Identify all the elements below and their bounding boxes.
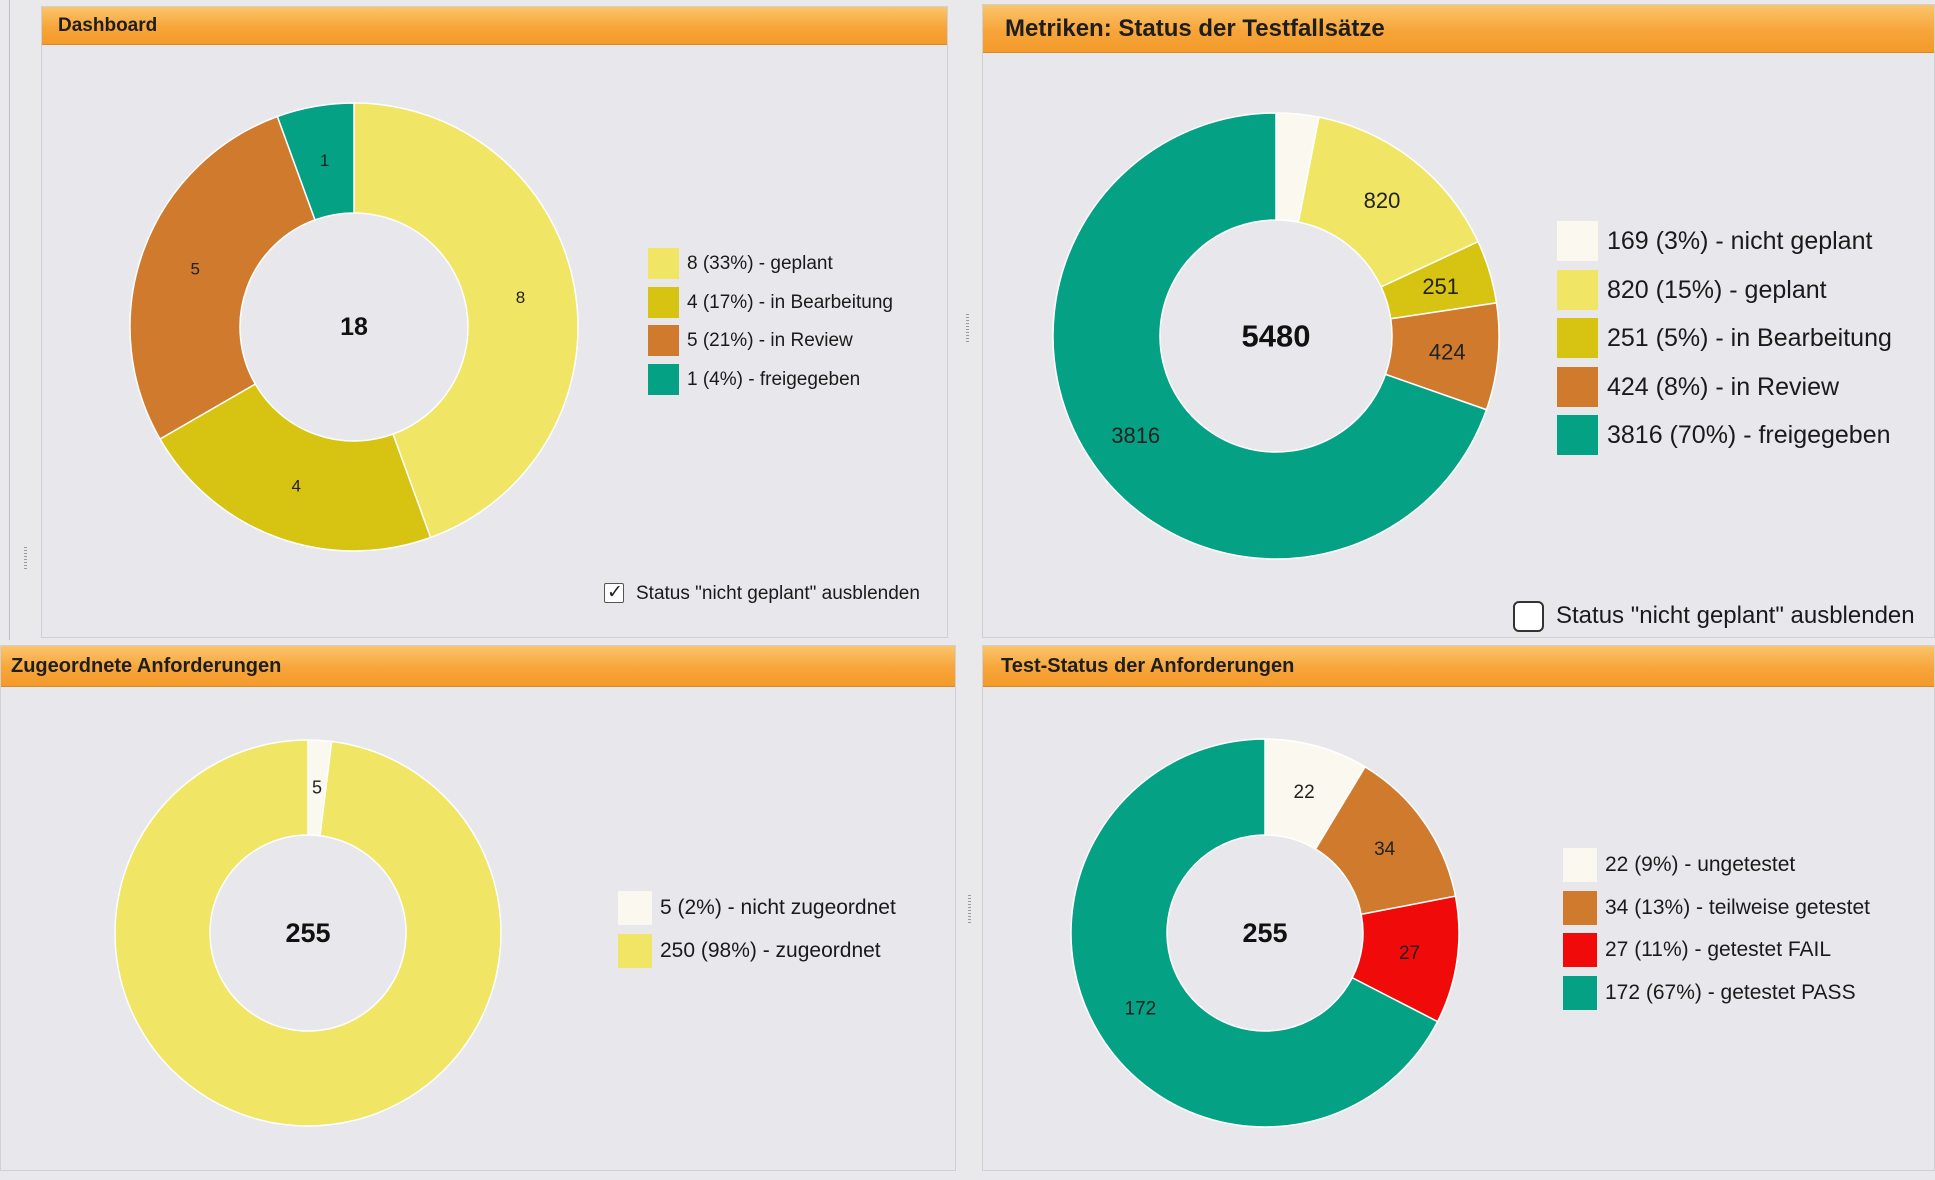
legend-swatch	[1563, 975, 1597, 1010]
donut-slice-freigegeben[interactable]	[1052, 112, 1488, 560]
donut-chart: 5 255	[114, 739, 502, 1127]
legend-item[interactable]: 1 (4%) - freigegeben	[648, 363, 948, 395]
legend-label: 820 (15%) - geplant	[1607, 275, 1827, 304]
legend-swatch	[1557, 366, 1598, 407]
legend-swatch	[648, 286, 679, 318]
legend-swatch	[1557, 318, 1598, 358]
checkmark-icon: ✓	[607, 582, 623, 603]
resize-handle[interactable]	[966, 314, 969, 344]
donut-slice-teilweise-getestet[interactable]	[1314, 765, 1457, 916]
legend-label: 34 (13%) - teilweise getestet	[1605, 895, 1870, 919]
legend-label: 169 (3%) - nicht geplant	[1607, 227, 1873, 255]
donut-chart: 820 251 424 3816 5480	[1052, 112, 1500, 560]
legend-label: 250 (98%) - zugeordnet	[660, 939, 881, 962]
legend-item[interactable]: 8 (33%) - geplant	[648, 248, 948, 279]
legend-swatch	[618, 934, 652, 968]
slice-value-label: 5	[312, 777, 322, 797]
slice-value-label: 34	[1374, 839, 1396, 860]
donut-slice-zugeordnet[interactable]	[114, 739, 502, 1127]
hide-not-planned-checkbox[interactable]	[1513, 601, 1544, 632]
chart-legend: 8 (33%) - geplant 4 (17%) - in Bearbeitun…	[648, 248, 948, 398]
donut-center-total: 18	[340, 313, 368, 341]
legend-item[interactable]: 5 (2%) - nicht zugeordnet	[618, 891, 953, 925]
resize-handle[interactable]	[968, 895, 971, 925]
legend-label: 5 (2%) - nicht zugeordnet	[660, 896, 896, 919]
legend-item[interactable]: 250 (98%) - zugeordnet	[618, 934, 953, 968]
legend-label: 3816 (70%) - freigegeben	[1607, 421, 1891, 449]
dashboard-panel: Dashboard 8 4 5 1 18 8 (33%) - geplant 4 (17%…	[41, 6, 948, 638]
legend-swatch	[648, 325, 679, 356]
slice-value-label: 22	[1294, 782, 1315, 803]
donut-slice-getestet-pass[interactable]	[1070, 738, 1439, 1128]
donut-center-total: 255	[1242, 918, 1287, 948]
chart-legend: 22 (9%) - ungetestet 34 (13%) - teilweise…	[1563, 848, 1933, 1018]
slice-value-label: 251	[1422, 274, 1459, 299]
slice-value-label: 5	[190, 260, 199, 279]
slice-value-label: 27	[1399, 943, 1420, 964]
teststatus-panel: Test-Status der Anforderungen 22 34 27 172 2…	[982, 645, 1935, 1171]
slice-value-label: 424	[1429, 340, 1466, 365]
panel-title: Dashboard	[42, 7, 947, 45]
donut-center-total: 5480	[1242, 319, 1311, 354]
legend-swatch	[1557, 221, 1598, 261]
slice-value-label: 172	[1125, 999, 1157, 1020]
legend-item[interactable]: 3816 (70%) - freigegeben	[1557, 415, 1932, 455]
legend-item[interactable]: 169 (3%) - nicht geplant	[1557, 221, 1932, 261]
chart-legend: 5 (2%) - nicht zugeordnet 250 (98%) - zug…	[618, 891, 953, 981]
legend-label: 27 (11%) - getestet FAIL	[1605, 938, 1832, 961]
legend-label: 1 (4%) - freigegeben	[687, 368, 861, 390]
legend-label: 5 (21%) - in Review	[687, 330, 853, 351]
panel-title: Metriken: Status der Testfallsätze	[983, 5, 1934, 53]
panel-title: Zugeordnete Anforderungen	[1, 646, 955, 687]
legend-label: 8 (33%) - geplant	[687, 253, 833, 274]
donut-chart: 22 34 27 172 255	[1070, 738, 1460, 1128]
legend-label: 22 (9%) - ungetestet	[1605, 853, 1796, 876]
legend-item[interactable]: 251 (5%) - in Bearbeitung	[1557, 318, 1932, 358]
slice-value-label: 3816	[1111, 423, 1160, 448]
legend-label: 4 (17%) - in Bearbeitung	[687, 291, 893, 313]
zugeordnete-panel: Zugeordnete Anforderungen 5 255 5 (2%) - …	[0, 645, 956, 1171]
legend-swatch	[1563, 933, 1597, 967]
donut-slice-in-bearbeitung[interactable]	[158, 382, 432, 552]
legend-item[interactable]: 424 (8%) - in Review	[1557, 366, 1932, 407]
legend-label: 424 (8%) - in Review	[1607, 372, 1840, 401]
legend-label: 172 (67%) - getestet PASS	[1605, 980, 1856, 1004]
legend-label: 251 (5%) - in Bearbeitung	[1607, 324, 1892, 352]
hide-not-planned-checkbox[interactable]: ✓	[604, 582, 624, 603]
legend-item[interactable]: 172 (67%) - getestet PASS	[1563, 975, 1933, 1010]
donut-chart: 8 4 5 1 18	[129, 102, 579, 552]
legend-swatch	[648, 248, 679, 279]
metriken-panel: Metriken: Status der Testfallsätze 820 25…	[982, 4, 1935, 638]
slice-value-label: 820	[1364, 188, 1401, 213]
hide-not-planned-label: Status "nicht geplant" ausblenden	[1556, 602, 1915, 629]
legend-swatch	[1557, 415, 1598, 455]
donut-slice-in-review[interactable]	[129, 115, 316, 441]
legend-item[interactable]: 27 (11%) - getestet FAIL	[1563, 933, 1933, 967]
legend-swatch	[648, 363, 679, 395]
panel-title: Test-Status der Anforderungen	[983, 646, 1934, 687]
legend-item[interactable]: 4 (17%) - in Bearbeitung	[648, 286, 948, 318]
slice-value-label: 1	[320, 151, 329, 170]
chart-legend: 169 (3%) - nicht geplant 820 (15%) - gepl…	[1557, 221, 1932, 461]
legend-swatch	[618, 891, 652, 925]
legend-item[interactable]: 5 (21%) - in Review	[648, 325, 948, 356]
donut-slice-freigegeben[interactable]	[276, 102, 355, 221]
donut-slice-geplant[interactable]	[353, 102, 579, 539]
legend-item[interactable]: 820 (15%) - geplant	[1557, 269, 1932, 310]
slice-value-label: 4	[291, 476, 300, 495]
legend-swatch	[1563, 890, 1597, 925]
legend-swatch	[1563, 848, 1597, 882]
hide-not-planned-label: Status "nicht geplant" ausblenden	[636, 583, 920, 604]
legend-swatch	[1557, 269, 1598, 310]
slice-value-label: 8	[516, 288, 525, 307]
resize-handle[interactable]	[24, 547, 27, 571]
donut-center-total: 255	[285, 918, 330, 948]
legend-item[interactable]: 34 (13%) - teilweise getestet	[1563, 890, 1933, 925]
panel-divider	[9, 0, 10, 640]
legend-item[interactable]: 22 (9%) - ungetestet	[1563, 848, 1933, 882]
